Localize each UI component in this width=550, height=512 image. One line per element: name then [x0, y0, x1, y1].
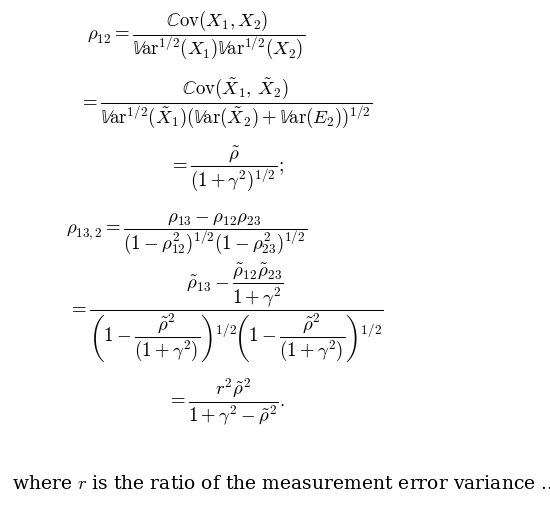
Text: $= \dfrac{\tilde{\rho}_{13} - \dfrac{\tilde{\rho}_{12}\tilde{\rho}_{23}}{1+\gamm: $= \dfrac{\tilde{\rho}_{13} - \dfrac{\ti…	[68, 261, 384, 365]
Text: where $r$ is the ratio of the measurement error variance ... $X$: where $r$ is the ratio of the measuremen…	[12, 475, 550, 493]
Text: $\rho_{12} = \dfrac{\mathbb{C}\mathrm{ov}(X_1, X_2)}{\mathbb{V}\mathrm{ar}^{1/2}: $\rho_{12} = \dfrac{\mathbb{C}\mathrm{ov…	[87, 8, 306, 60]
Text: $= \dfrac{\mathbb{C}\mathrm{ov}(\tilde{X}_1,\, \tilde{X}_2)}{\mathbb{V}\mathrm{a: $= \dfrac{\mathbb{C}\mathrm{ov}(\tilde{X…	[79, 76, 373, 130]
Text: $= \dfrac{r^2\tilde{\rho}^2}{1 + \gamma^2 - \tilde{\rho}^2}.$: $= \dfrac{r^2\tilde{\rho}^2}{1 + \gamma^…	[167, 376, 285, 428]
Text: $= \dfrac{\tilde{\rho}}{(1 + \gamma^2)^{1/2}};$: $= \dfrac{\tilde{\rho}}{(1 + \gamma^2)^{…	[168, 144, 283, 193]
Text: $\rho_{13,2} = \dfrac{\rho_{13} - \rho_{12}\rho_{23}}{(1 - \rho_{12}^2)^{1/2}(1 : $\rho_{13,2} = \dfrac{\rho_{13} - \rho_{…	[66, 211, 307, 255]
